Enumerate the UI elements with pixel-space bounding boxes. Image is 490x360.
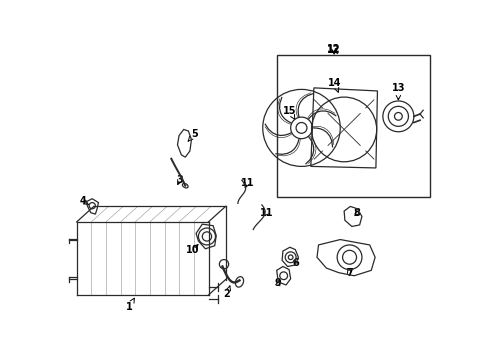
Text: 13: 13	[392, 83, 405, 100]
Text: 6: 6	[292, 258, 299, 267]
Text: 12: 12	[327, 44, 341, 54]
Text: 9: 9	[275, 278, 282, 288]
Text: 7: 7	[346, 267, 353, 278]
Text: 10: 10	[186, 244, 200, 255]
Text: 4: 4	[79, 196, 89, 206]
Text: 14: 14	[328, 78, 342, 92]
Bar	[277, 55, 430, 197]
Text: 2: 2	[224, 286, 231, 299]
Text: 3: 3	[176, 175, 183, 185]
Text: 15: 15	[283, 106, 296, 119]
Text: 11: 11	[260, 208, 273, 217]
Text: 5: 5	[188, 129, 198, 141]
Text: 1: 1	[126, 298, 134, 311]
Text: 8: 8	[354, 208, 361, 217]
Text: 12: 12	[327, 45, 341, 55]
Text: 11: 11	[241, 178, 254, 188]
